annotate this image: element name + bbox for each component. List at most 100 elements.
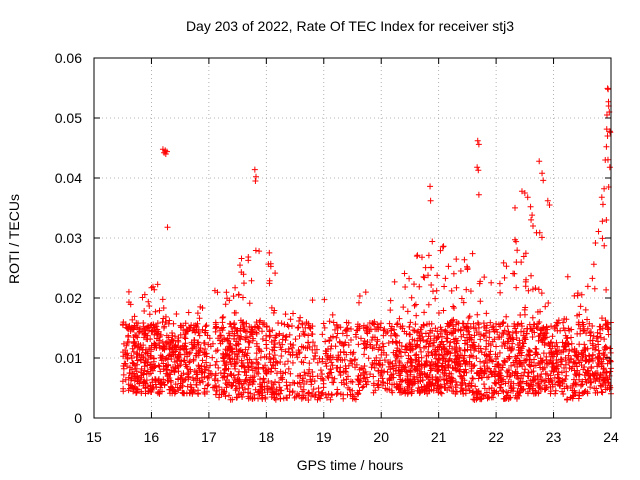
data-point — [441, 283, 448, 290]
data-point — [469, 375, 476, 382]
data-point — [361, 362, 368, 369]
data-point — [584, 283, 591, 290]
data-point — [135, 329, 142, 336]
data-point — [442, 358, 449, 365]
grid-lines — [94, 58, 611, 418]
data-point — [168, 384, 175, 391]
data-point — [594, 338, 601, 345]
data-point — [232, 284, 239, 291]
data-point — [278, 353, 285, 360]
data-point — [195, 329, 202, 336]
data-point — [554, 343, 561, 350]
data-point — [493, 380, 500, 387]
data-point — [195, 390, 202, 397]
data-point — [231, 360, 238, 367]
data-point — [505, 389, 512, 396]
data-point — [563, 368, 570, 375]
data-point — [377, 371, 384, 378]
data-point — [447, 339, 454, 346]
data-point — [419, 387, 426, 394]
data-point — [442, 327, 449, 334]
data-point — [596, 355, 603, 362]
data-point — [470, 339, 477, 346]
data-point — [270, 362, 277, 369]
x-tick-label: 16 — [144, 429, 160, 445]
data-point — [421, 309, 428, 316]
data-point — [365, 355, 372, 362]
data-point — [590, 261, 597, 268]
data-point — [420, 322, 427, 329]
data-point — [471, 343, 478, 350]
data-point — [477, 278, 484, 285]
data-point — [520, 343, 527, 350]
data-point — [528, 325, 535, 332]
data-point — [467, 288, 474, 295]
data-point — [596, 323, 603, 330]
data-point — [558, 369, 565, 376]
data-point — [453, 381, 460, 388]
data-point — [297, 383, 304, 390]
data-point — [375, 346, 382, 353]
data-point — [337, 324, 344, 331]
data-point — [457, 327, 464, 334]
data-point — [309, 368, 316, 375]
data-point — [194, 310, 201, 317]
data-point — [275, 319, 282, 326]
data-point — [373, 341, 380, 348]
data-point — [397, 385, 404, 392]
data-point — [449, 364, 456, 371]
data-point — [466, 361, 473, 368]
data-point — [457, 267, 464, 274]
data-point — [603, 344, 610, 351]
data-point — [472, 383, 479, 390]
data-point — [466, 354, 473, 361]
data-point — [398, 343, 405, 350]
data-point — [475, 191, 482, 198]
data-point — [138, 388, 145, 395]
data-point — [551, 374, 558, 381]
data-point — [541, 341, 548, 348]
data-point — [482, 357, 489, 364]
data-point — [503, 313, 510, 320]
data-point — [315, 385, 322, 392]
data-point — [143, 377, 150, 384]
data-point — [309, 339, 316, 346]
data-point — [391, 381, 398, 388]
data-point — [440, 243, 447, 250]
data-point — [130, 326, 137, 333]
data-point — [601, 185, 608, 192]
data-point — [531, 329, 538, 336]
data-point — [545, 299, 552, 306]
data-point — [499, 387, 506, 394]
data-point — [255, 388, 262, 395]
data-point — [201, 351, 208, 358]
data-point — [154, 326, 161, 333]
data-point — [460, 299, 467, 306]
data-point — [306, 366, 313, 373]
data-point — [333, 356, 340, 363]
data-point — [330, 319, 337, 326]
data-point — [297, 314, 304, 321]
data-point — [230, 293, 237, 300]
data-point — [246, 376, 253, 383]
data-point — [201, 339, 208, 346]
x-tick-label: 18 — [259, 429, 275, 445]
data-point — [481, 274, 488, 281]
data-point — [271, 337, 278, 344]
data-point — [499, 364, 506, 371]
data-point — [156, 337, 162, 344]
data-point — [160, 324, 167, 331]
data-point — [193, 381, 200, 388]
data-point — [250, 335, 257, 342]
data-point — [483, 352, 490, 359]
data-point — [317, 367, 324, 374]
data-point — [281, 361, 288, 368]
data-point — [191, 368, 198, 375]
data-point — [579, 319, 586, 326]
data-point — [443, 372, 450, 379]
data-point — [241, 363, 248, 370]
data-point — [152, 308, 159, 315]
data-point — [165, 352, 172, 359]
data-point — [465, 328, 472, 335]
data-point — [518, 323, 525, 330]
